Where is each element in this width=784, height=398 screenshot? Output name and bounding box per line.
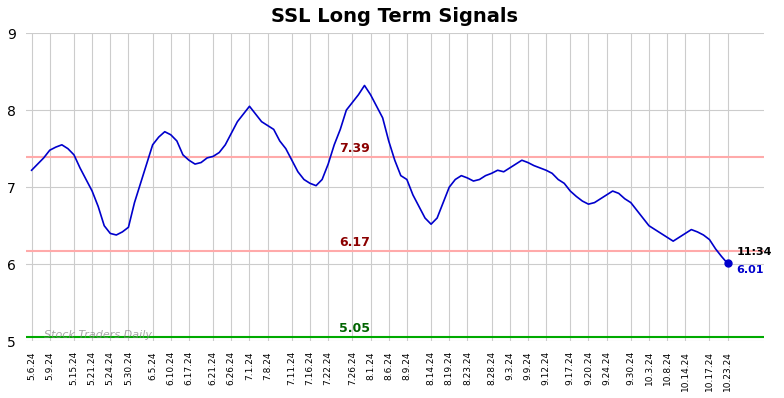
Text: 5.05: 5.05 bbox=[339, 322, 370, 335]
Text: 11:34: 11:34 bbox=[737, 247, 772, 257]
Text: Stock Traders Daily: Stock Traders Daily bbox=[44, 330, 151, 340]
Text: 7.39: 7.39 bbox=[339, 142, 370, 155]
Text: 6.17: 6.17 bbox=[339, 236, 370, 249]
Title: SSL Long Term Signals: SSL Long Term Signals bbox=[271, 7, 518, 26]
Text: 6.01: 6.01 bbox=[737, 265, 764, 275]
